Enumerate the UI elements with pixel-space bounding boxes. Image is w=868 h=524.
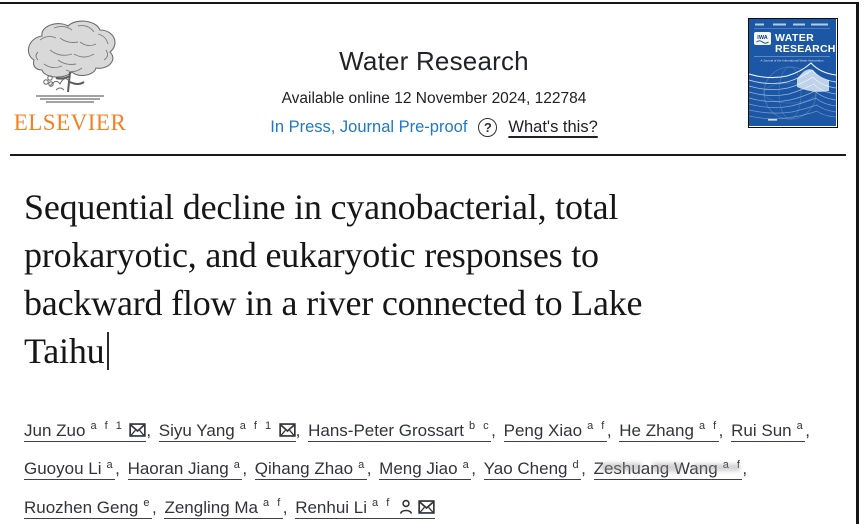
author-name: Zengling Ma	[164, 497, 259, 517]
author-affiliation-sup: d	[572, 458, 582, 471]
in-press-link[interactable]: In Press, Journal Pre-proof	[270, 118, 468, 136]
window-frame-right	[856, 2, 859, 524]
question-mark-icon[interactable]: ?	[478, 118, 498, 137]
author-separator: ,	[242, 459, 252, 479]
author-affiliation-sup: b c	[468, 420, 492, 432]
author-name: Siyu Yang	[158, 420, 235, 440]
publisher-name: ELSEVIER	[13, 110, 127, 135]
author-affiliation-sup: a	[462, 458, 472, 471]
author-name: Guoyou Li	[24, 459, 102, 479]
elsevier-logo[interactable]: ELSEVIER	[12, 20, 128, 136]
author-affiliation-sup: a f 1	[90, 420, 125, 432]
author-affiliation-sup: a f 1	[239, 420, 274, 432]
author-link[interactable]: Siyu Yang a f 1	[158, 420, 296, 442]
author-name: Zeshuang Wang	[593, 459, 718, 479]
author-name: Renhui Li	[295, 497, 368, 517]
author-separator: ,	[146, 420, 156, 440]
author-affiliation-sup: a	[358, 458, 367, 471]
journal-cover-thumbnail[interactable]: IWA WATER RESEARCH A Journal of the Inte…	[748, 18, 838, 128]
author-affiliation-sup: a	[796, 420, 806, 432]
author-link[interactable]: Zengling Ma a f	[164, 497, 283, 519]
journal-header: Water Research Available online 12 Novem…	[150, 46, 718, 137]
author-affiliation-sup: a f	[263, 497, 283, 510]
author-affiliation-sup: a f	[722, 458, 743, 471]
author-list: Jun Zuo a f 1, Siyu Yang a f 1, Hans-Peter…	[24, 409, 848, 524]
author-separator: ,	[471, 459, 481, 479]
author-separator: ,	[152, 497, 162, 517]
author-affiliation-sup: e	[143, 497, 152, 510]
author-name: Peng Xiao	[503, 420, 583, 440]
author-link[interactable]: He Zhang a f	[619, 420, 719, 442]
envelope-icon[interactable]	[129, 422, 147, 437]
author-link[interactable]: Renhui Li a f	[295, 497, 435, 519]
author-separator: ,	[805, 420, 810, 440]
author-separator: ,	[115, 459, 125, 479]
journal-cover-image: IWA WATER RESEARCH A Journal of the Inte…	[749, 19, 836, 126]
journal-title-link[interactable]: Water Research	[339, 46, 529, 76]
header-divider	[10, 154, 846, 156]
author-link[interactable]: Rui Sun a	[731, 420, 806, 442]
author-name: Rui Sun	[731, 420, 792, 440]
elsevier-tree-icon	[27, 20, 116, 103]
cover-iwa-logo-text: IWA	[757, 35, 767, 41]
author-name: He Zhang	[619, 420, 694, 440]
author-name: Jun Zuo	[24, 420, 86, 440]
title-line: backward flow in a river connected to La…	[24, 283, 643, 323]
text-cursor	[107, 332, 110, 370]
author-separator: ,	[742, 459, 748, 479]
author-affiliation-sup: a f	[587, 420, 607, 432]
author-link[interactable]: Haoran Jiang a	[127, 458, 243, 481]
author-link[interactable]: Guoyou Li a	[24, 458, 116, 481]
title-line: prokaryotic, and eukaryotic responses to	[24, 235, 599, 275]
author-link[interactable]: Hans-Peter Grossart b c	[308, 420, 492, 442]
author-name: Ruozhen Geng	[24, 497, 139, 517]
author-link[interactable]: Peng Xiao a f	[503, 420, 607, 442]
author-separator: ,	[282, 497, 293, 517]
author-name: Yao Cheng	[483, 459, 568, 479]
title-line: Taihu	[24, 327, 848, 375]
cover-title-line1: WATER	[775, 32, 814, 44]
title-line: Sequential decline in cyanobacterial, to…	[24, 187, 619, 227]
author-link[interactable]: Jun Zuo a f 1	[24, 420, 147, 442]
status-row: In Press, Journal Pre-proof ? What's thi…	[150, 118, 718, 137]
author-separator: ,	[606, 420, 617, 440]
envelope-icon[interactable]	[418, 500, 435, 514]
author-separator: ,	[718, 420, 729, 440]
person-icon[interactable]	[399, 499, 413, 515]
title-line-text: Taihu	[24, 331, 105, 371]
author-separator: ,	[366, 459, 377, 479]
author-affiliation-sup: a f	[372, 497, 392, 510]
author-link[interactable]: Meng Jiao a	[379, 458, 472, 481]
author-separator: ,	[295, 420, 306, 440]
author-name: Meng Jiao	[379, 459, 458, 479]
author-name: Qihang Zhao	[254, 459, 354, 479]
author-name: Hans-Peter Grossart	[308, 420, 464, 440]
cover-subtitle: A Journal of the International Water Ass…	[761, 59, 824, 63]
author-link[interactable]: Qihang Zhao a	[254, 458, 367, 481]
author-link[interactable]: Yao Cheng d	[483, 458, 582, 481]
window-frame-top	[0, 2, 859, 4]
author-separator: ,	[581, 459, 591, 479]
envelope-icon[interactable]	[278, 422, 296, 437]
author-affiliation-sup: a	[106, 458, 116, 471]
author-name: Haoran Jiang	[127, 459, 229, 479]
availability-text: Available online 12 November 2024, 12278…	[281, 90, 587, 107]
whats-this-link[interactable]: What's this?	[508, 118, 598, 136]
author-affiliation-sup: a	[233, 458, 243, 471]
author-separator: ,	[491, 420, 501, 440]
author-affiliation-sup: a f	[698, 420, 719, 432]
author-link[interactable]: Zeshuang Wang a f	[593, 458, 743, 481]
author-link[interactable]: Ruozhen Geng e	[24, 497, 152, 519]
article-title: Sequential decline in cyanobacterial, to…	[24, 183, 848, 375]
cover-title-line2: RESEARCH	[775, 43, 836, 55]
